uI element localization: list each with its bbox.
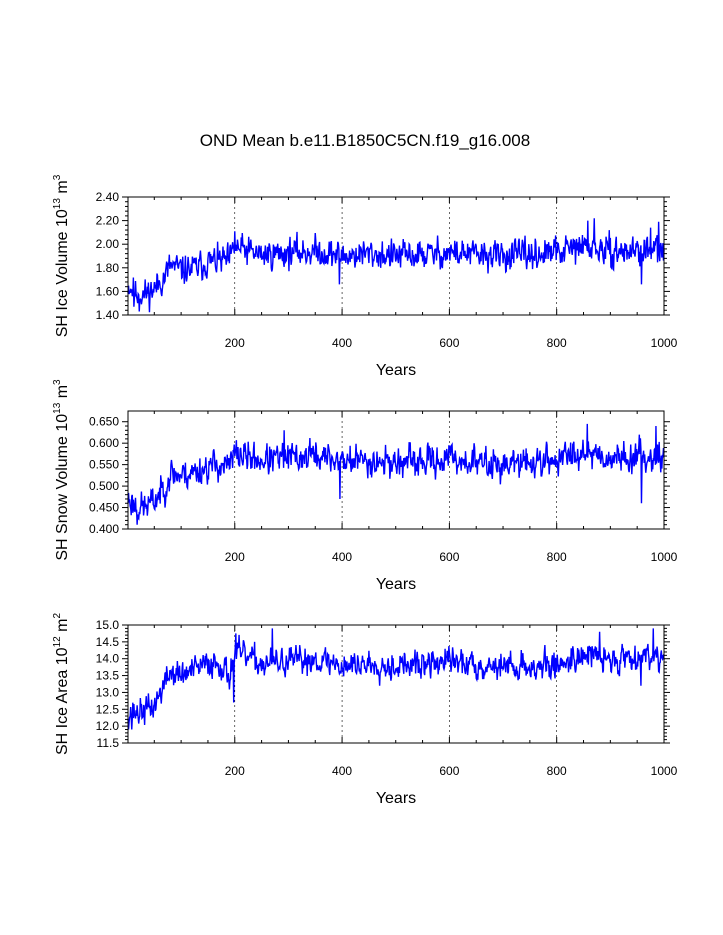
ice-area-y-tick-label: 13.5 [96,669,120,683]
figure-title: OND Mean b.e11.B1850C5CN.f19_g16.008 [200,131,530,150]
snow-volume-x-axis-label: Years [376,576,416,593]
snow-volume-y-tick-label: 0.600 [89,436,119,450]
ice-area-y-tick-label: 15.0 [96,618,120,632]
ice-volume-y-tick-label: 1.60 [96,284,120,298]
snow-volume-x-tick-label: 1000 [651,550,678,564]
ice-area-x-tick-label: 400 [332,764,352,778]
ice-area-panel: 11.5 12.0 12.5 13.0 13.5 14.0 14.5 15.0 200 400 6… [52,613,678,807]
ice-area-x-tick-label: 800 [547,764,567,778]
ice-volume-y-axis-label: SH Ice Volume 1013 m3 [52,174,71,337]
ice-volume-x-tick-label: 400 [332,336,352,350]
ice-area-y-tick-label: 11.5 [97,736,120,750]
ice-volume-x-tick-label: 800 [547,336,567,350]
snow-volume-y-tick-label: 0.400 [89,522,119,536]
ice-area-y-tick-label: 12.0 [96,719,120,733]
snow-volume-panel: 0.400 0.450 0.500 0.550 0.600 0.650 200 400 600… [52,379,678,593]
ice-area-x-tick-label: 600 [439,764,459,778]
ice-area-y-axis-label: SH Ice Area 1012 m2 [52,613,71,756]
ice-area-x-tick-label: 200 [225,764,245,778]
ice-volume-y-tick-label: 2.40 [96,190,120,204]
snow-volume-y-tick-label: 0.450 [89,501,119,515]
ice-area-plot-frame [127,624,665,744]
ice-volume-x-tick-label: 200 [225,336,245,350]
ice-area-y-tick-label: 13.0 [96,685,120,699]
snow-volume-x-tick-label: 400 [332,550,352,564]
ice-volume-y-tick-label: 2.00 [96,237,120,251]
ice-volume-x-axis-label: Years [376,362,416,379]
ice-area-y-tick-label: 14.5 [96,635,120,649]
ice-area-x-tick-label: 1000 [651,764,678,778]
ice-volume-x-tick-label: 600 [439,336,459,350]
snow-volume-series-line [127,423,665,525]
ice-area-series-line [127,628,665,730]
snow-volume-x-tick-label: 600 [439,550,459,564]
ice-volume-y-tick-label: 1.40 [96,308,120,322]
snow-volume-y-axis-label: SH Snow Volume 1013 m3 [52,379,71,561]
snow-volume-y-tick-label: 0.650 [89,415,119,429]
ice-volume-panel: 1.40 1.60 1.80 2.00 2.20 2.40 200 400 600 800 100… [52,174,678,379]
snow-volume-y-tick-label: 0.500 [89,479,119,493]
ice-volume-y-tick-label: 1.80 [96,261,120,275]
snow-volume-x-tick-label: 200 [225,550,245,564]
ice-area-x-axis-label: Years [376,790,416,807]
ice-volume-y-tick-label: 2.20 [96,214,120,228]
ice-area-y-tick-label: 14.0 [96,652,120,666]
ice-area-y-tick-label: 12.5 [96,702,120,716]
ice-volume-series-line [127,218,665,313]
snow-volume-x-tick-label: 800 [547,550,567,564]
ice-volume-x-tick-label: 1000 [651,336,678,350]
snow-volume-y-tick-label: 0.550 [89,458,119,472]
